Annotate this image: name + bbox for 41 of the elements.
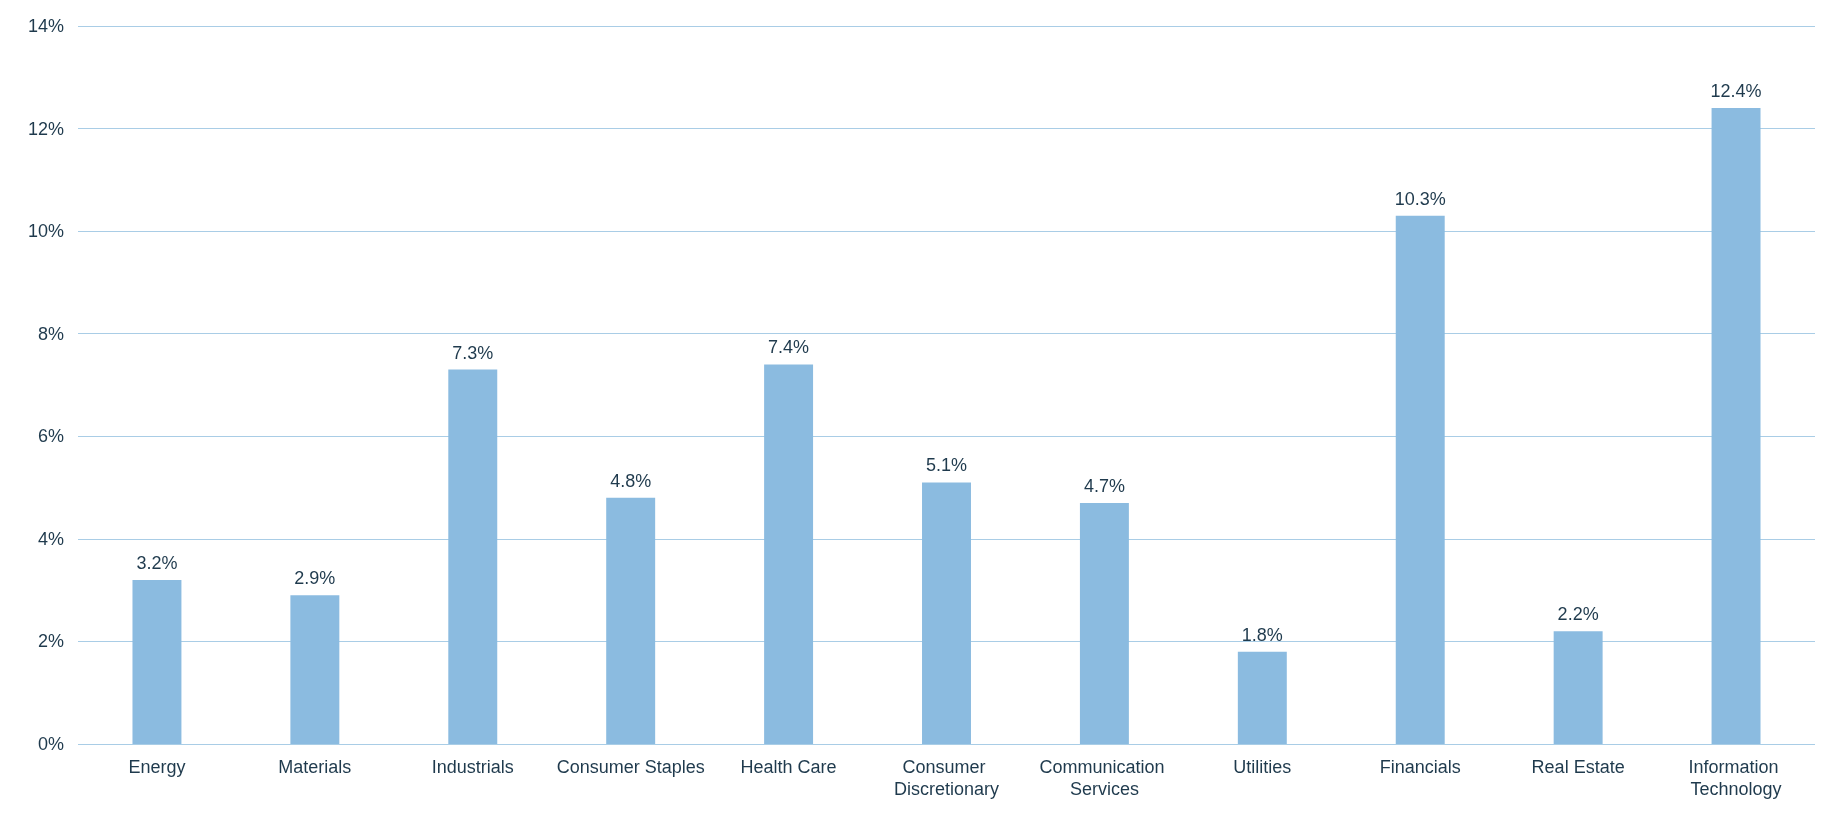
x-tick-label: Industrials (431, 757, 514, 777)
bar (764, 364, 814, 744)
y-tick-label: 10% (27, 221, 64, 242)
x-tick-label: Utilities (1233, 757, 1292, 777)
bar (1079, 502, 1129, 744)
bar (606, 497, 656, 744)
data-label: 2.2% (1557, 604, 1599, 625)
data-label: 2.9% (294, 568, 336, 589)
x-tick-label: Real Estate (1531, 757, 1625, 777)
data-label: 1.8% (1241, 624, 1283, 645)
data-label: 5.1% (925, 455, 968, 476)
bar (922, 482, 971, 744)
x-tick-label: Health Care (740, 757, 837, 777)
y-tick-label: 4% (37, 528, 64, 549)
x-tick-label: Communication Services (1039, 757, 1170, 799)
data-label: 4.8% (610, 470, 652, 491)
bar (448, 369, 498, 744)
data-label: 3.2% (136, 552, 178, 573)
data-label: 12.4% (1710, 81, 1762, 102)
data-label: 10.3% (1394, 188, 1446, 209)
x-tick-label: Materials (278, 757, 352, 777)
x-tick-label: Consumer Discretionary (893, 757, 1000, 799)
bar (1711, 108, 1761, 744)
data-label: 7.3% (452, 342, 494, 363)
y-tick-label: 0% (37, 734, 64, 754)
bar (290, 595, 340, 744)
bar (1395, 215, 1445, 744)
bar (1237, 651, 1287, 744)
y-tick-label: 12% (27, 118, 64, 139)
y-tick-label: 14% (27, 16, 64, 36)
y-tick-label: 8% (37, 323, 64, 344)
x-tick-label: Energy (128, 757, 186, 777)
bar (132, 579, 182, 744)
x-tick-label: Information Technology (1688, 757, 1784, 799)
data-label: 4.7% (1083, 475, 1125, 496)
x-tick-label: Financials (1379, 757, 1461, 777)
bar (1553, 631, 1603, 744)
y-tick-label: 2% (37, 631, 64, 652)
y-tick-label: 6% (37, 426, 64, 447)
x-tick-label: Consumer Staples (556, 757, 705, 777)
data-label: 7.4% (768, 337, 810, 358)
